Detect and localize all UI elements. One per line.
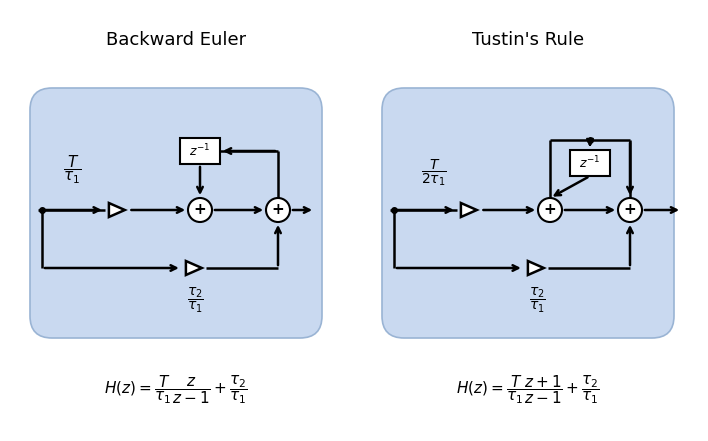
Text: $z^{-1}$: $z^{-1}$ bbox=[579, 155, 600, 171]
Polygon shape bbox=[186, 261, 202, 275]
Text: $\dfrac{T}{\tau_1}$: $\dfrac{T}{\tau_1}$ bbox=[63, 154, 81, 186]
FancyBboxPatch shape bbox=[180, 138, 220, 164]
Polygon shape bbox=[528, 261, 544, 275]
Circle shape bbox=[266, 198, 290, 222]
Polygon shape bbox=[109, 203, 125, 217]
Text: +: + bbox=[544, 202, 556, 217]
Text: $\dfrac{\tau_2}{\tau_1}$: $\dfrac{\tau_2}{\tau_1}$ bbox=[186, 285, 203, 314]
Text: $H(z)=\dfrac{T}{\tau_1}\dfrac{z+1}{z-1}+\dfrac{\tau_2}{\tau_1}$: $H(z)=\dfrac{T}{\tau_1}\dfrac{z+1}{z-1}+… bbox=[456, 374, 600, 407]
FancyBboxPatch shape bbox=[570, 150, 610, 176]
Text: $z^{-1}$: $z^{-1}$ bbox=[189, 143, 210, 159]
FancyBboxPatch shape bbox=[30, 88, 322, 338]
Text: $H(z)=\dfrac{T}{\tau_1}\dfrac{z}{z-1}+\dfrac{\tau_2}{\tau_1}$: $H(z)=\dfrac{T}{\tau_1}\dfrac{z}{z-1}+\d… bbox=[104, 374, 248, 407]
Polygon shape bbox=[461, 203, 476, 217]
Circle shape bbox=[188, 198, 212, 222]
Text: Tustin's Rule: Tustin's Rule bbox=[472, 31, 584, 49]
Circle shape bbox=[538, 198, 562, 222]
Text: $\dfrac{\tau_2}{\tau_1}$: $\dfrac{\tau_2}{\tau_1}$ bbox=[529, 285, 545, 314]
Text: Backward Euler: Backward Euler bbox=[106, 31, 246, 49]
FancyBboxPatch shape bbox=[382, 88, 674, 338]
Text: +: + bbox=[624, 202, 636, 217]
Text: $\dfrac{T}{2\tau_1}$: $\dfrac{T}{2\tau_1}$ bbox=[421, 157, 447, 188]
Text: +: + bbox=[193, 202, 206, 217]
Circle shape bbox=[618, 198, 642, 222]
Text: +: + bbox=[272, 202, 285, 217]
